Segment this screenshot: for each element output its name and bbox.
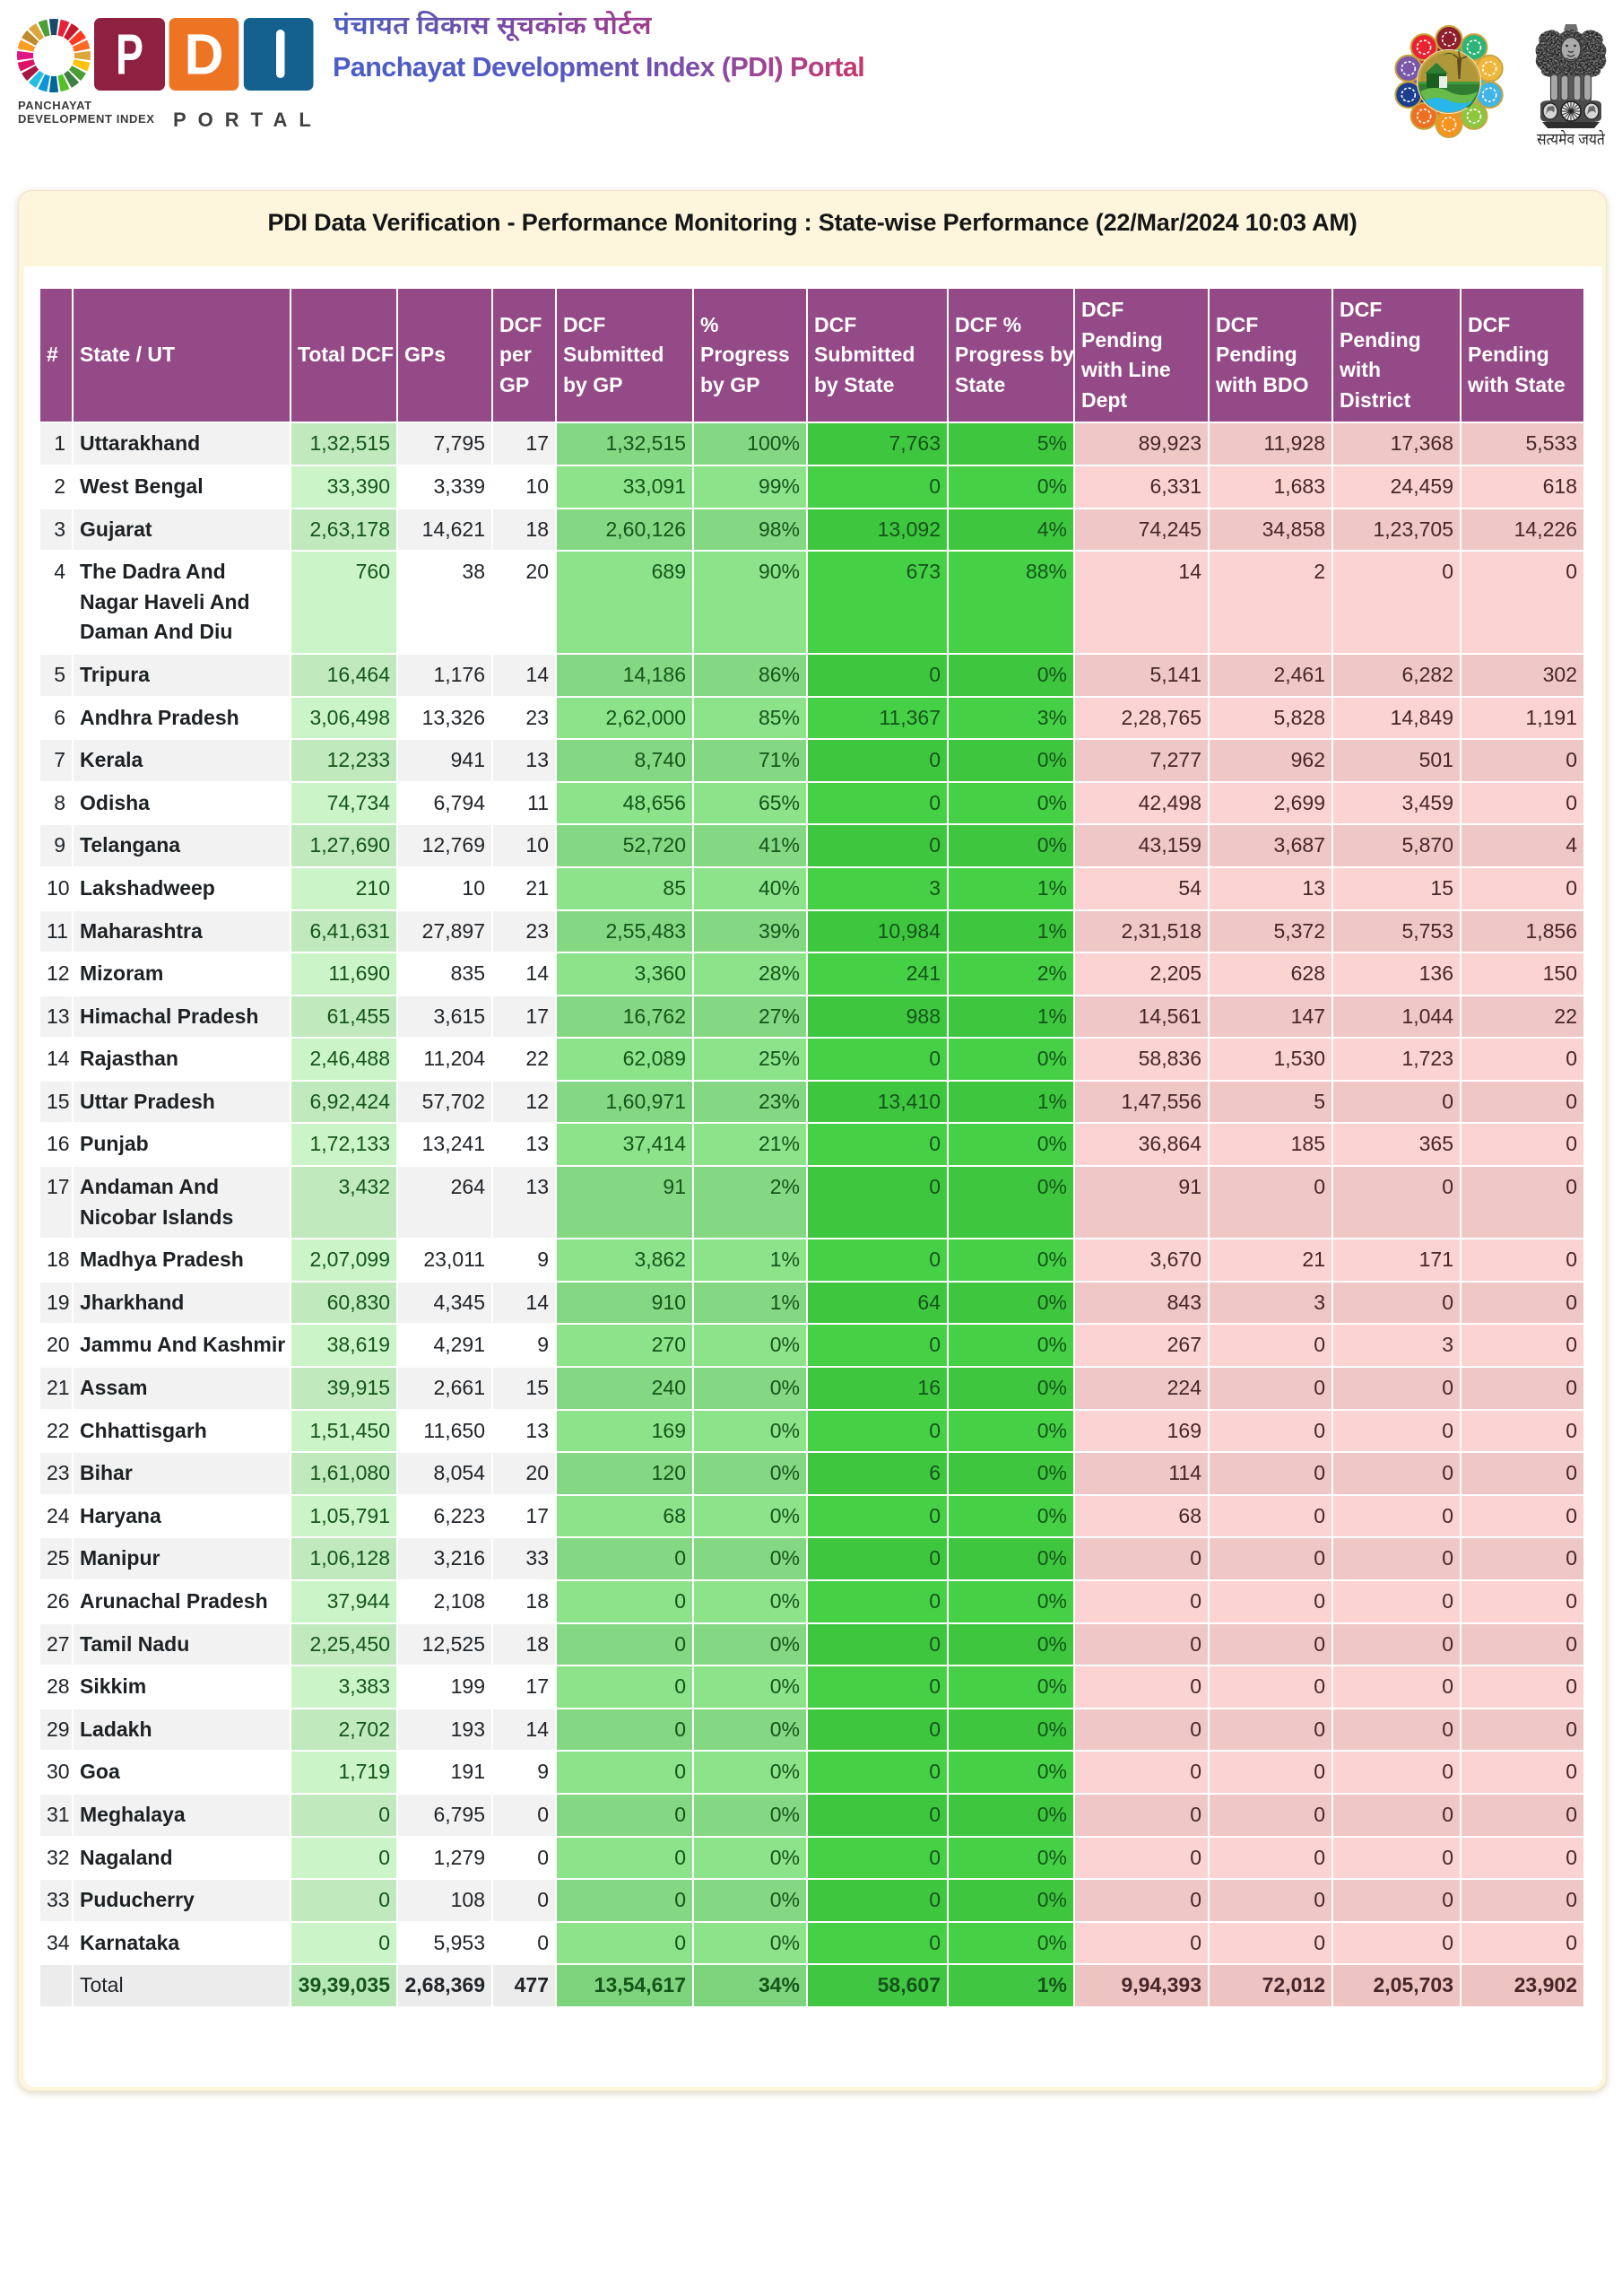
svg-text:P: P (116, 22, 143, 87)
svg-text:D: D (185, 22, 224, 87)
